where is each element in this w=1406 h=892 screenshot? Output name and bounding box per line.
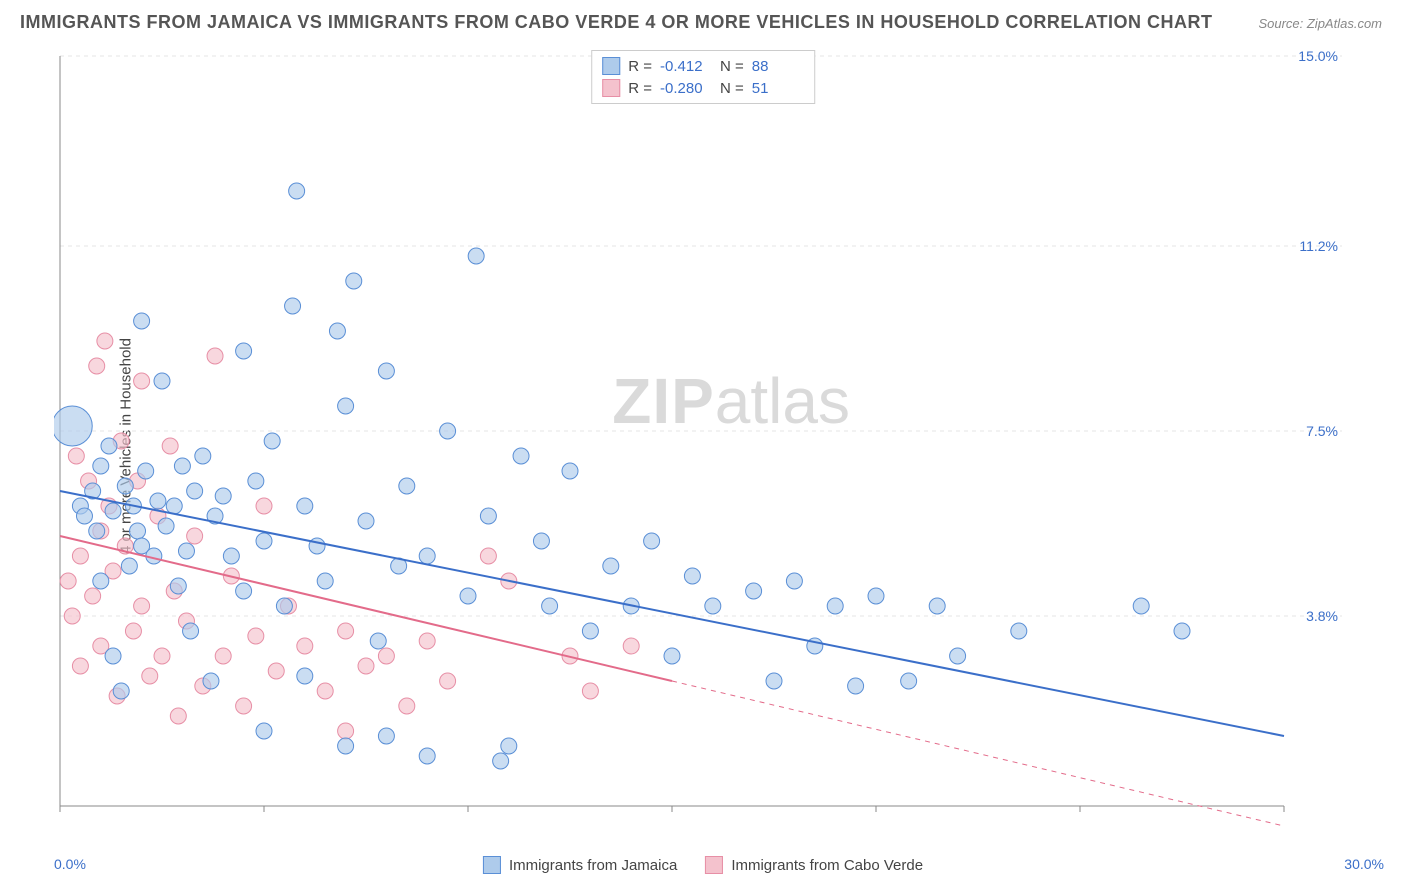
legend-row-caboverde: R = -0.280 N = 51	[602, 77, 804, 99]
source-attribution: Source: ZipAtlas.com	[1258, 16, 1382, 31]
swatch-pink	[602, 79, 620, 97]
r-label: R =	[628, 58, 652, 75]
chart-plot-area: 3.8% 7.5% 11.2% 15.0%	[54, 48, 1344, 836]
n-value: 88	[752, 58, 804, 75]
chart-title: IMMIGRANTS FROM JAMAICA VS IMMIGRANTS FR…	[20, 12, 1213, 33]
svg-text:3.8%: 3.8%	[1306, 608, 1338, 624]
swatch-blue	[483, 856, 501, 874]
legend-item-jamaica: Immigrants from Jamaica	[483, 856, 677, 874]
r-value: -0.280	[660, 80, 712, 97]
n-value: 51	[752, 80, 804, 97]
swatch-blue	[602, 57, 620, 75]
swatch-pink	[705, 856, 723, 874]
r-label: R =	[628, 80, 652, 97]
n-label: N =	[720, 58, 744, 75]
correlation-legend: R = -0.412 N = 88 R = -0.280 N = 51	[591, 50, 815, 104]
legend-label: Immigrants from Cabo Verde	[731, 857, 923, 874]
svg-text:7.5%: 7.5%	[1306, 423, 1338, 439]
svg-text:11.2%: 11.2%	[1299, 238, 1338, 254]
scatter-plot-svg: 3.8% 7.5% 11.2% 15.0%	[54, 48, 1344, 836]
x-min-label: 0.0%	[54, 856, 86, 872]
series-legend: Immigrants from Jamaica Immigrants from …	[483, 856, 923, 874]
legend-row-jamaica: R = -0.412 N = 88	[602, 55, 804, 77]
n-label: N =	[720, 80, 744, 97]
svg-text:15.0%: 15.0%	[1298, 48, 1338, 64]
x-max-label: 30.0%	[1344, 856, 1384, 872]
legend-item-caboverde: Immigrants from Cabo Verde	[705, 856, 923, 874]
legend-label: Immigrants from Jamaica	[509, 857, 677, 874]
r-value: -0.412	[660, 58, 712, 75]
